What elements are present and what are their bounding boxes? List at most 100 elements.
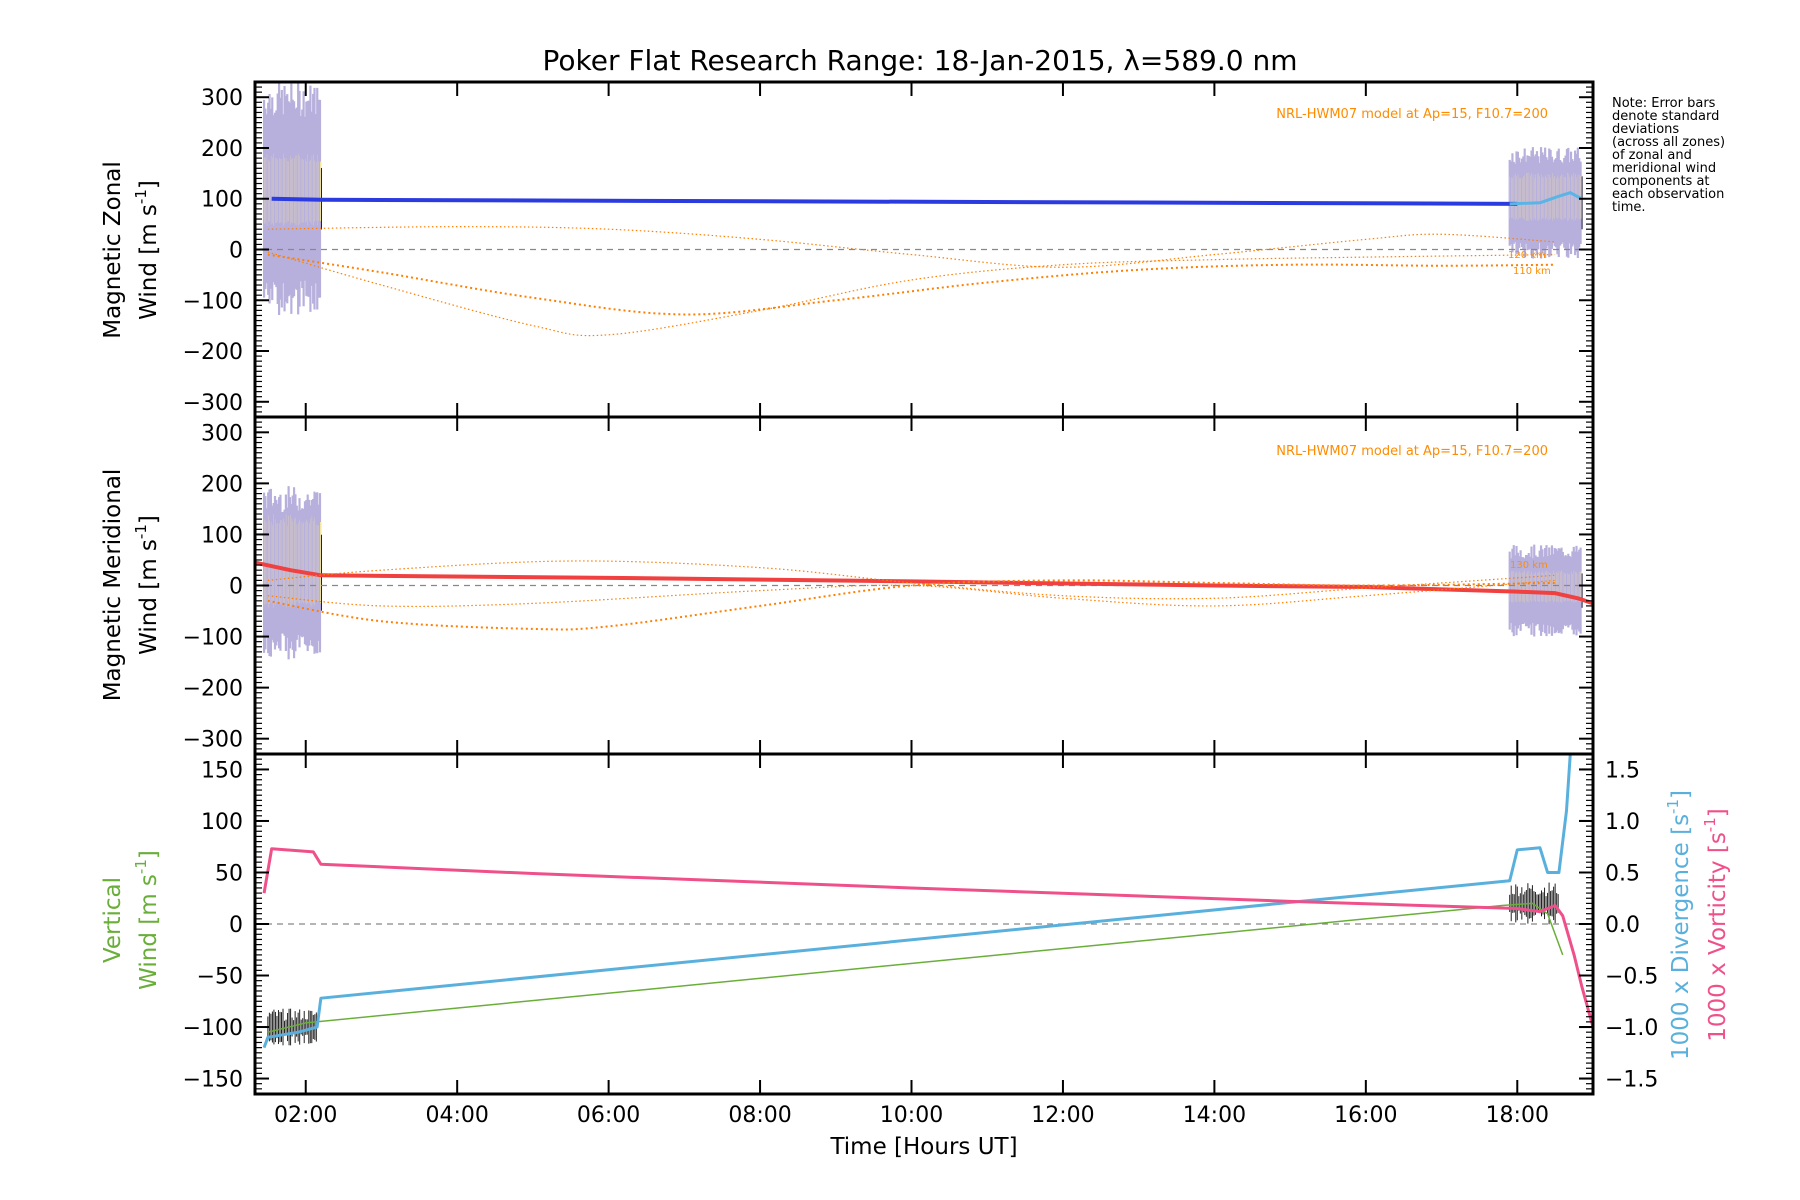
vorticity-label-close: ] [1705, 808, 1731, 817]
y2-tick-label: −0.5 [1605, 965, 1658, 990]
vertical-y-tick-label: −100 [183, 1016, 243, 1041]
vertical-y-label-line1: Vertical [100, 877, 126, 963]
note-line-1: denote standard [1612, 109, 1719, 124]
note-line-8: time. [1612, 200, 1646, 215]
zonal-series-zonal-wind-18-19h [1509, 191, 1583, 206]
meridional-y-tick-label: 0 [229, 575, 243, 600]
vorticity-label-sup: -1 [1701, 817, 1719, 832]
meridional-series [254, 560, 1594, 631]
y2-tick-label: 1.0 [1605, 810, 1640, 835]
note-line-3: (across all zones) [1612, 135, 1725, 150]
zonal-y-tick-label: −100 [183, 289, 243, 314]
meridional-y-label: Magnetic Meridional Wind [m s-1] [100, 469, 162, 702]
meridional-altitude-label-130: 130 km [1510, 560, 1548, 571]
meridional-y-label-line2: Wind [m s-1] [132, 515, 162, 655]
divergence-label-close: ] [1668, 790, 1694, 799]
zonal-y-label: Magnetic Zonal Wind [m s-1] [100, 161, 162, 339]
divergence-label-text: 1000 x Divergence [s [1668, 814, 1694, 1060]
zonal-series [267, 191, 1583, 337]
zonal-model-note: NRL-HWM07 model at Ap=15, F10.7=200 [1276, 107, 1548, 122]
vertical-series-1000-x-divergence [262, 753, 1572, 1049]
meridional-y-label-line1: Magnetic Meridional [100, 469, 126, 702]
divergence-label: 1000 x Divergence [s-1] [1664, 790, 1694, 1060]
vertical-y-label-close: ] [136, 850, 162, 859]
x-tick-label: 10:00 [880, 1103, 943, 1128]
y2-tick-label: 1.5 [1605, 758, 1640, 783]
zonal-y-tick-label: 300 [201, 86, 243, 111]
zonal-y-ticks: −300 −200 −100 0 100 200 300 [183, 81, 1593, 418]
meridional-y-tick-label: −200 [183, 677, 243, 702]
vertical-y-tick-label: 0 [229, 913, 243, 938]
divergence-label-sup: -1 [1664, 799, 1682, 814]
zonal-x-ticks [304, 82, 1519, 417]
meridional-series-hwm07-meridional-a [267, 579, 1556, 631]
zonal-altitude-label-110: 110 km [1513, 266, 1551, 277]
zonal-y-tick-label: −300 [183, 391, 243, 416]
vertical-y-label-sup: -1 [132, 859, 150, 874]
zonal-altitude-label-120: 120 km [1508, 250, 1546, 261]
y2-tick-label: −1.5 [1605, 1068, 1658, 1093]
vertical-y-tick-label: 150 [201, 758, 243, 783]
vertical-panel: −150 −100 −50 0 50 100 150 −1.5 −1.0 −0.5 0.0 0.5 1… [100, 752, 1731, 1160]
x-tick-label: 02:00 [274, 1103, 337, 1128]
vorticity-label: 1000 x Vorticity [s-1] [1701, 808, 1731, 1042]
x-tick-label: 06:00 [577, 1103, 640, 1128]
meridional-series-hwm07-meridional-c [267, 579, 1556, 608]
x-axis-label: Time [Hours UT] [829, 1134, 1017, 1160]
meridional-y-tick-label: 300 [201, 421, 243, 446]
meridional-series-mean-meridional-wind [254, 560, 1594, 606]
vertical-y-ticks: −150 −100 −50 0 50 100 150 [183, 753, 1593, 1095]
zonal-y-tick-label: −200 [183, 340, 243, 365]
vertical-y-label-text: Wind [m s [136, 874, 162, 990]
zonal-y-tick-label: 200 [201, 137, 243, 162]
vertical-y2-ticks: −1.5 −1.0 −0.5 0.0 0.5 1.0 1.5 [1579, 758, 1658, 1093]
meridional-error-bars [262, 486, 1583, 660]
vertical-series [262, 753, 1595, 1049]
zonal-series-hwm07-zonal-130-km [267, 226, 1556, 268]
x-tick-label: 04:00 [425, 1103, 488, 1128]
meridional-y-tick-label: −100 [183, 626, 243, 651]
note-line-0: Note: Error bars [1612, 96, 1716, 111]
vertical-y-tick-label: −50 [197, 965, 243, 990]
vertical-y-label-line2: Wind [m s-1] [132, 850, 162, 990]
zonal-series-hwm07-zonal-120-km [267, 251, 1556, 337]
zonal-y-label-sup: -1 [132, 189, 150, 204]
vorticity-label-text: 1000 x Vorticity [s [1705, 832, 1731, 1042]
zonal-y-label-line1: Magnetic Zonal [100, 161, 126, 339]
meridional-x-ticks [304, 417, 1519, 754]
meridional-y-tick-label: 200 [201, 472, 243, 497]
note-line-5: meridional wind [1612, 161, 1716, 176]
x-tick-label: 14:00 [1183, 1103, 1246, 1128]
zonal-y-label-text: Wind [m s [136, 204, 162, 320]
meridional-y-label-sup: -1 [132, 524, 150, 539]
note-line-4: of zonal and [1612, 148, 1692, 163]
zonal-series-mean-zonal-wind [271, 196, 1518, 206]
vertical-y-tick-label: 100 [201, 810, 243, 835]
meridional-y-label-close: ] [136, 515, 162, 524]
zonal-y-label-line2: Wind [m s-1] [132, 180, 162, 320]
error-bar-note: Note: Error bars denote standard deviati… [1612, 96, 1725, 215]
meridional-model-note: NRL-HWM07 model at Ap=15, F10.7=200 [1276, 444, 1548, 459]
vertical-y-tick-label: 50 [215, 861, 243, 886]
vorticity-y2-label: 1000 x Vorticity [s-1] [1701, 808, 1731, 1042]
x-tick-label: 18:00 [1486, 1103, 1549, 1128]
divergence-y2-label: 1000 x Divergence [s-1] [1664, 790, 1694, 1060]
zonal-panel: −300 −200 −100 0 100 200 300 NRL-HWM07 model a… [100, 80, 1595, 419]
meridional-y-label-text: Wind [m s [136, 539, 162, 655]
y2-tick-label: −1.0 [1605, 1016, 1658, 1041]
meridional-y-tick-label: −300 [183, 728, 243, 753]
x-tick-label: 12:00 [1031, 1103, 1094, 1128]
note-line-2: deviations [1612, 122, 1679, 137]
meridional-y-tick-label: 100 [201, 523, 243, 548]
meridional-series-hwm07-meridional-b [267, 560, 1556, 600]
zonal-series-hwm07-zonal-110-km [267, 253, 1556, 316]
x-tick-label: 16:00 [1334, 1103, 1397, 1128]
vertical-y-label: Vertical Wind [m s-1] [100, 850, 162, 990]
vertical-series-vertical-wind [267, 902, 1564, 1033]
y2-tick-label: 0.5 [1605, 861, 1640, 886]
meridional-panel: −300 −200 −100 0 100 200 300 NRL-HWM07 model a… [100, 415, 1595, 756]
zonal-y-tick-label: 0 [229, 239, 243, 264]
y2-tick-label: 0.0 [1605, 913, 1640, 938]
x-tick-label: 08:00 [728, 1103, 791, 1128]
